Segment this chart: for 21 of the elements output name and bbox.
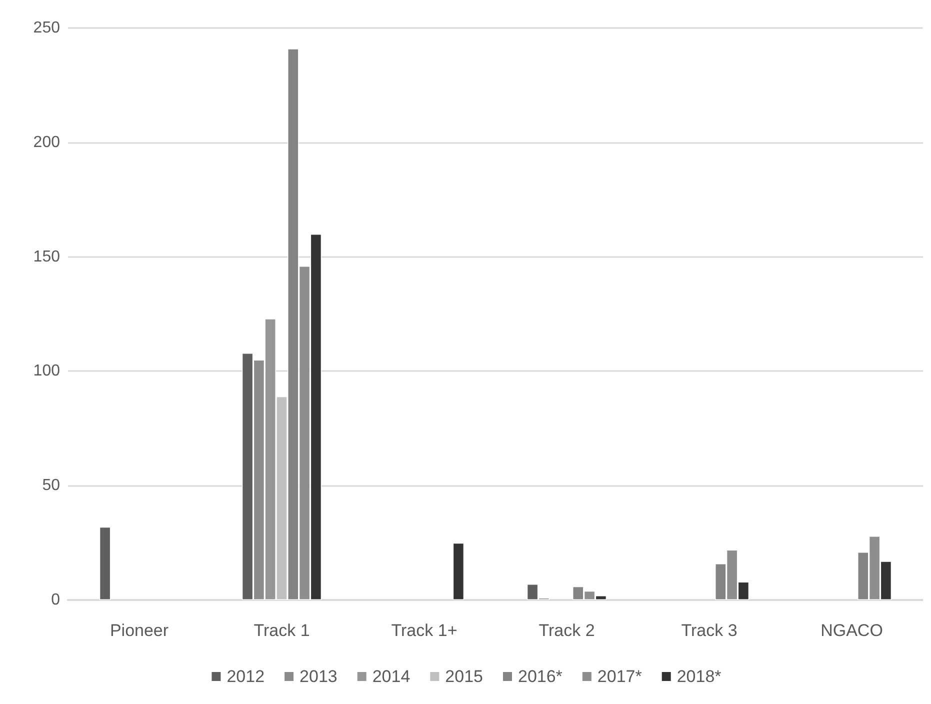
- y-tick-label: 250: [33, 20, 60, 36]
- y-tick-label: 50: [42, 477, 60, 494]
- legend-label: 2012: [226, 667, 265, 686]
- x-tick-label: Track 1: [254, 621, 310, 640]
- x-tick-label: NGACO: [820, 621, 883, 640]
- legend-label: 2017*: [597, 667, 642, 686]
- legend-label: 2014: [372, 667, 410, 686]
- legend-label: 2018*: [676, 667, 722, 686]
- x-tick-label: Track 3: [681, 621, 738, 640]
- bar: [99, 526, 111, 600]
- y-tick-label: 200: [33, 134, 60, 151]
- y-tick-label: 0: [51, 592, 60, 608]
- x-tick-label: Pioneer: [110, 621, 169, 640]
- x-tick-label: Track 2: [538, 621, 595, 640]
- legend-label: 2013: [300, 667, 338, 686]
- y-tick-label: 100: [33, 362, 60, 380]
- legend-label: 2016*: [518, 667, 563, 686]
- legend-label: 2015: [445, 667, 483, 686]
- y-tick-label: 150: [33, 248, 60, 266]
- x-tick-label: Track 1+: [391, 621, 458, 640]
- bar: [452, 542, 464, 600]
